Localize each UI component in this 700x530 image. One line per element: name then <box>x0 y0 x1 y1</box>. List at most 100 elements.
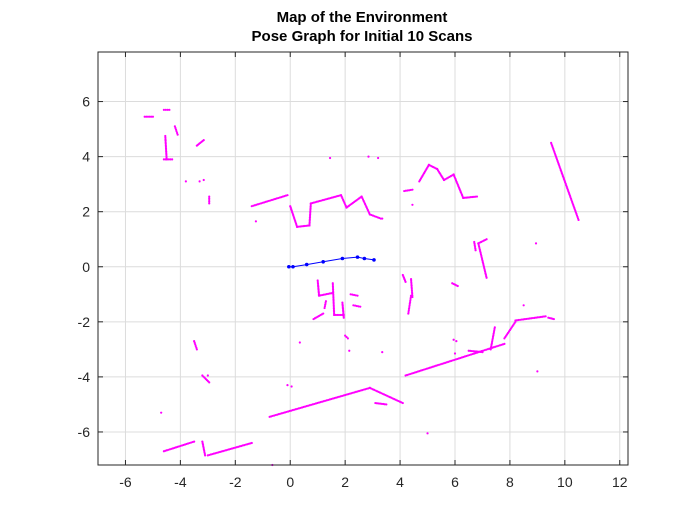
map-point <box>354 294 357 297</box>
map-point <box>474 247 477 250</box>
map-point <box>332 298 335 301</box>
map-point <box>194 343 197 346</box>
map-point <box>411 203 414 206</box>
map-point <box>208 202 211 205</box>
x-tick-label: 12 <box>612 474 628 490</box>
map-point <box>409 296 412 299</box>
map-point <box>577 218 580 222</box>
map-point <box>145 115 148 118</box>
map-point <box>332 299 335 302</box>
map-point <box>453 352 457 355</box>
map-point <box>174 128 178 131</box>
map-point <box>151 115 155 118</box>
x-tick-label: 4 <box>396 474 404 490</box>
map-point <box>474 249 477 252</box>
pose-node <box>340 256 345 261</box>
map-point <box>171 158 174 161</box>
map-point <box>198 180 201 183</box>
map-point <box>324 300 328 303</box>
pose-node <box>362 256 367 261</box>
map-point <box>346 337 349 340</box>
map-point <box>324 303 327 306</box>
map-point <box>485 238 488 241</box>
map-point <box>381 217 384 220</box>
map-point <box>411 292 414 295</box>
map-point <box>175 131 179 135</box>
map-point <box>409 188 412 192</box>
map-point <box>173 125 176 128</box>
map-point <box>150 115 153 118</box>
map-point <box>409 278 413 281</box>
map-point <box>522 304 525 307</box>
map-point <box>534 242 538 245</box>
map-point <box>143 115 146 118</box>
pose-node <box>355 255 360 259</box>
map-point <box>164 137 167 141</box>
map-point <box>165 155 168 158</box>
x-tick-label: 0 <box>286 474 294 490</box>
map-point <box>202 139 205 142</box>
map-point <box>332 312 336 315</box>
x-tick-label: 6 <box>451 474 459 490</box>
map-point <box>169 158 172 161</box>
map-point <box>385 403 388 406</box>
map-point <box>165 150 168 153</box>
map-points <box>143 108 580 467</box>
map-point <box>308 214 312 218</box>
map-point <box>164 141 167 144</box>
map-point <box>408 304 411 307</box>
map-point <box>348 349 351 352</box>
map-point <box>332 304 335 307</box>
map-point <box>331 286 335 290</box>
map-point <box>410 281 413 284</box>
map-point <box>176 133 179 136</box>
map-point <box>409 297 412 301</box>
map-point <box>286 194 289 197</box>
map-point <box>164 136 167 139</box>
map-point <box>322 312 325 315</box>
grid <box>98 52 628 465</box>
map-point <box>290 385 293 388</box>
map-point <box>309 208 312 211</box>
y-tick-label: -4 <box>78 369 91 385</box>
map-point <box>407 312 410 315</box>
map-point <box>455 340 458 343</box>
map-point <box>333 313 336 317</box>
map-point <box>184 180 187 183</box>
map-point <box>552 317 555 321</box>
map-point <box>411 295 414 299</box>
map-point <box>193 440 196 443</box>
map-point <box>473 245 477 249</box>
pose-node <box>372 258 376 262</box>
map-point <box>410 289 414 292</box>
map-point <box>308 224 311 227</box>
pose-node <box>304 262 309 267</box>
map-point <box>331 282 334 285</box>
map-point <box>401 401 404 405</box>
map-point <box>352 304 355 307</box>
map-point <box>308 216 312 219</box>
map-point <box>475 195 479 198</box>
map-point <box>473 244 476 247</box>
map-point <box>349 293 352 296</box>
map-point <box>331 285 335 288</box>
map-point <box>195 348 198 351</box>
map-point <box>148 115 151 118</box>
map-point <box>309 203 312 207</box>
map-point <box>208 200 211 203</box>
map-point <box>166 158 169 161</box>
map-point <box>345 335 348 339</box>
map-point <box>193 341 196 344</box>
map-point <box>164 108 167 111</box>
map-point <box>167 158 170 161</box>
map-point <box>408 302 411 305</box>
map-point <box>331 283 334 286</box>
map-point <box>308 218 311 221</box>
map-point <box>309 213 312 216</box>
map-point <box>328 156 332 160</box>
map-point <box>342 316 345 319</box>
map-point <box>410 287 413 291</box>
map-point <box>351 293 354 296</box>
